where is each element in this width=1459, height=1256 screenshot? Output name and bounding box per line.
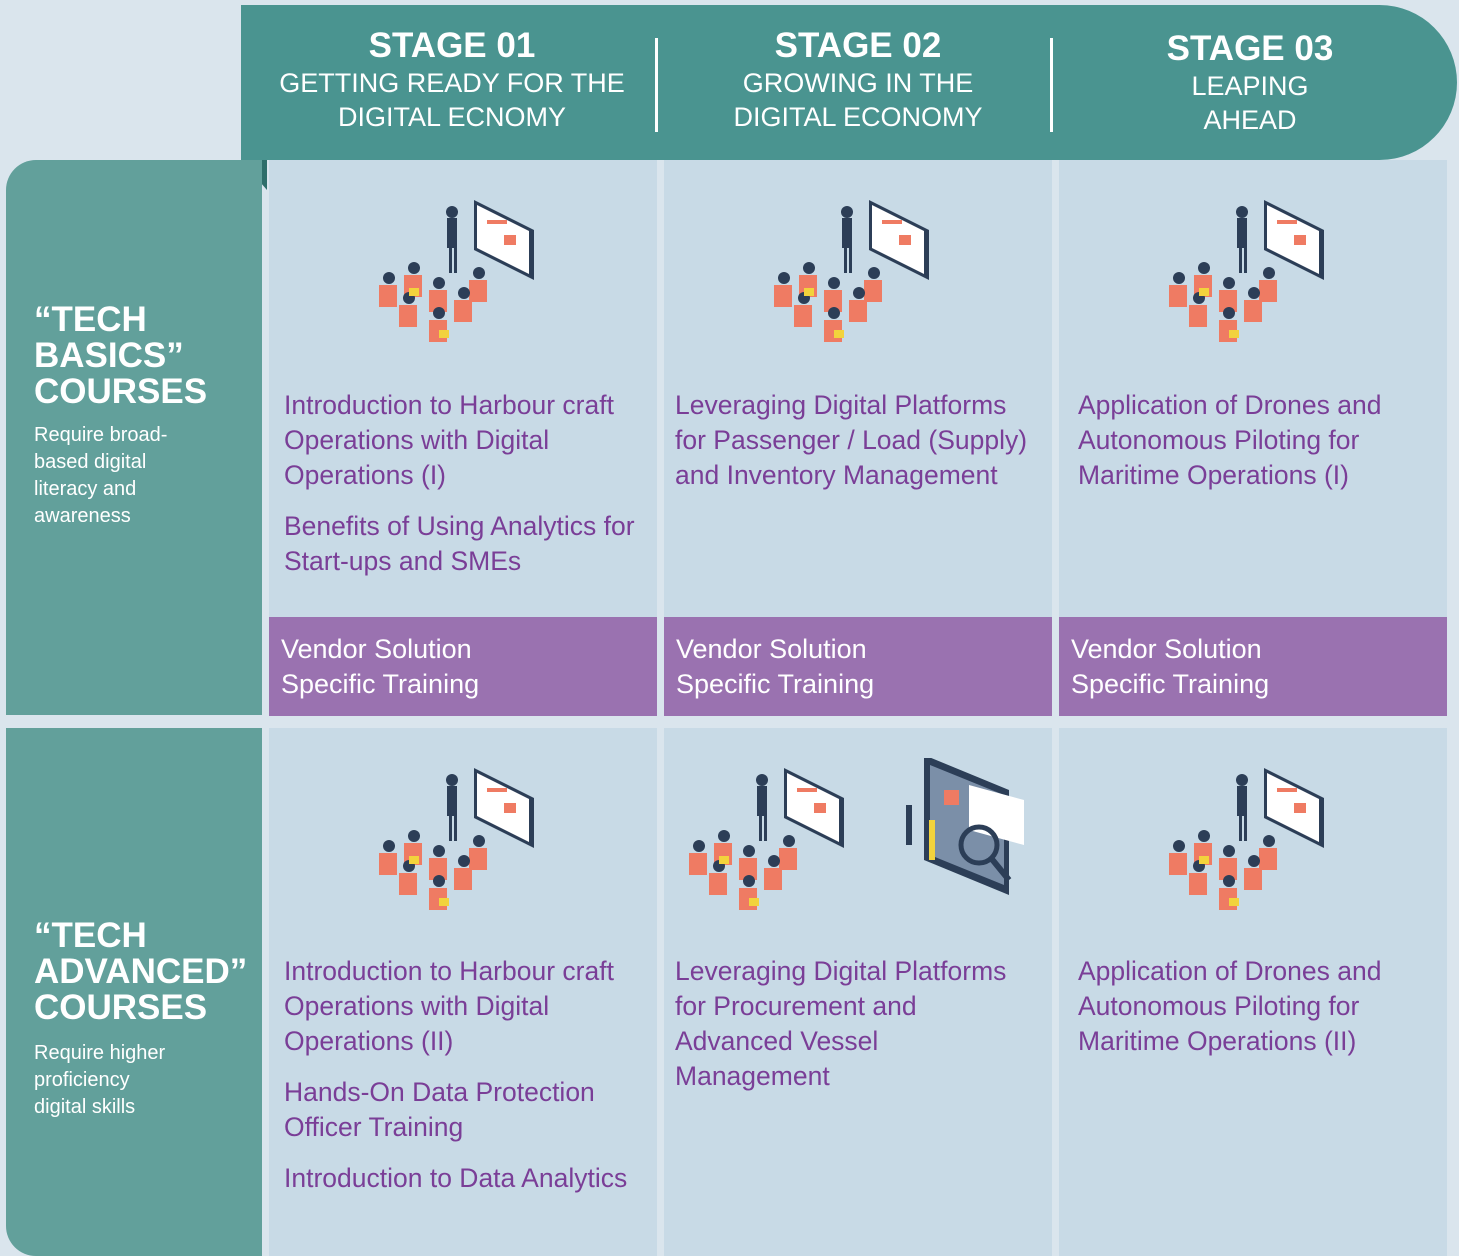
row-title-line: COURSES xyxy=(34,988,208,1027)
stage-header xyxy=(241,5,1457,160)
stage: STAGE 01 GETTING READY FOR THE DIGITAL ECN… xyxy=(262,26,642,134)
vendor-bar: Vendor Solution Specific Training xyxy=(1059,617,1447,716)
stage-subtitle: GETTING READY FOR THE xyxy=(279,68,625,98)
stage-label: STAGE 02 xyxy=(774,26,942,65)
cell xyxy=(1059,728,1447,1256)
stage-subtitle: DIGITAL ECNOMY xyxy=(337,102,567,132)
cell xyxy=(269,728,657,1256)
stage-subtitle: GROWING IN THE xyxy=(742,68,974,98)
row-title: “TECH BASICS” COURSES xyxy=(34,302,207,410)
row-title-line: ADVANCED” xyxy=(34,952,248,991)
row-title-line: BASICS” xyxy=(34,336,184,375)
vendor-bar: Vendor Solution Specific Training xyxy=(664,617,1052,716)
row-label: “TECH BASICS” COURSES Require broad-based d… xyxy=(6,160,262,715)
course: Application of Drones and Autonomous Pil… xyxy=(1078,390,1382,490)
course-list: Introduction to Harbour craft Operations… xyxy=(284,388,649,595)
course-list: Application of Drones and Autonomous Pil… xyxy=(1078,388,1443,509)
stage: STAGE 03 LEAPING AHEAD xyxy=(1060,29,1440,137)
course-list: Application of Drones and Autonomous Pil… xyxy=(1078,954,1443,1075)
illustration xyxy=(1169,768,1324,910)
course: Benefits of Using Analytics for Start-up… xyxy=(284,511,635,576)
stage-subtitle: DIGITAL ECONOMY xyxy=(733,102,983,132)
row-description: Require higher proficiency digital skill… xyxy=(34,1042,166,1118)
divider xyxy=(1050,38,1053,132)
illustration xyxy=(1169,200,1324,342)
course: Application of Drones and Autonomous Pil… xyxy=(1078,956,1382,1056)
illustration xyxy=(689,758,1039,910)
course: Introduction to Harbour craft Operations… xyxy=(284,390,614,490)
vendor-label: Vendor Solution Specific Training xyxy=(281,634,480,699)
course: Introduction to Harbour craft Operations… xyxy=(284,956,614,1056)
divider xyxy=(655,38,658,132)
row-title-line: “TECH xyxy=(34,916,147,955)
row-title-line: “TECH xyxy=(34,300,147,339)
course-list: Introduction to Harbour craft Operations… xyxy=(284,954,649,1212)
vendor-bar: Vendor Solution Specific Training xyxy=(269,617,657,716)
stage-label: STAGE 01 xyxy=(368,26,536,65)
illustration xyxy=(774,200,929,342)
stage: STAGE 02 GROWING IN THE DIGITAL ECONOMY xyxy=(668,26,1048,134)
course: Leveraging Digital Platforms for Passeng… xyxy=(675,390,1028,490)
row-label: “TECH ADVANCED” COURSES Require higher prof… xyxy=(6,728,262,1256)
course-list: Leveraging Digital Platforms for Procure… xyxy=(675,954,1040,1110)
illustration xyxy=(379,200,534,342)
illustration xyxy=(379,768,534,910)
vendor-label: Vendor Solution Specific Training xyxy=(1071,634,1270,699)
course-list: Leveraging Digital Platforms for Passeng… xyxy=(675,388,1040,509)
stage-subtitle: AHEAD xyxy=(1203,105,1297,135)
stage-label: STAGE 03 xyxy=(1166,29,1334,68)
course: Introduction to Data Analytics xyxy=(284,1163,628,1193)
course: Hands-On Data Protection Officer Trainin… xyxy=(284,1077,595,1142)
vendor-label: Vendor Solution Specific Training xyxy=(676,634,875,699)
row-description: Require broad-based digital literacy and… xyxy=(34,424,168,527)
row-title: “TECH ADVANCED” COURSES xyxy=(34,918,247,1026)
course: Leveraging Digital Platforms for Procure… xyxy=(675,956,1007,1091)
stage-subtitle: LEAPING xyxy=(1191,71,1309,101)
row-title-line: COURSES xyxy=(34,372,208,411)
